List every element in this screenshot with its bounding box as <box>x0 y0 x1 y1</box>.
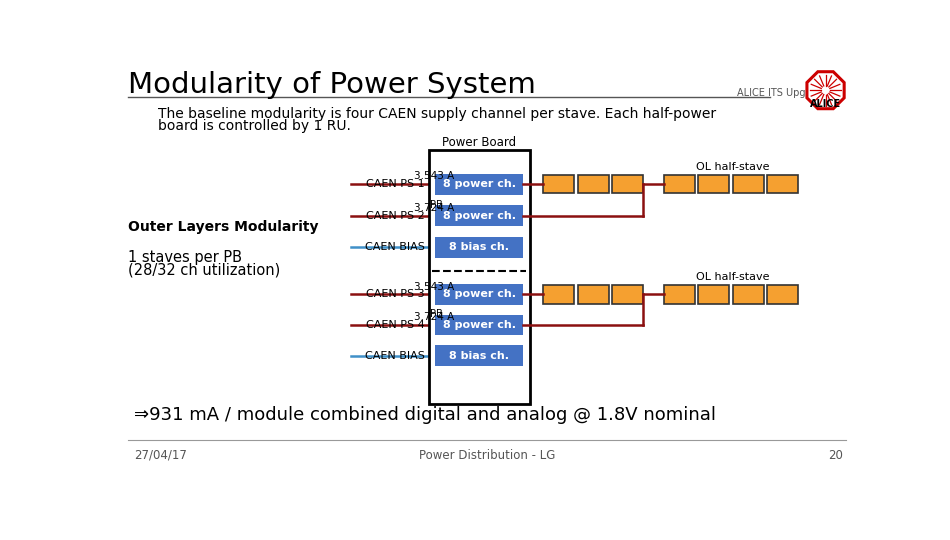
Bar <box>428 150 529 403</box>
Text: 20: 20 <box>828 449 844 462</box>
Bar <box>435 315 523 335</box>
Text: 3.543 A: 3.543 A <box>413 281 454 292</box>
Text: 3.543 A: 3.543 A <box>413 172 454 181</box>
Bar <box>698 285 730 303</box>
Bar <box>612 285 642 303</box>
Text: The baseline modularity is four CAEN supply channel per stave. Each half-power: The baseline modularity is four CAEN sup… <box>158 107 715 121</box>
Bar <box>435 237 523 258</box>
Text: 8 bias ch.: 8 bias ch. <box>449 351 509 361</box>
Bar <box>435 205 523 226</box>
Bar <box>435 346 523 366</box>
Text: Modularity of Power System: Modularity of Power System <box>128 71 536 99</box>
Text: CAEN PS 1: CAEN PS 1 <box>367 179 425 189</box>
Text: PB: PB <box>430 309 443 319</box>
Bar <box>664 175 695 193</box>
Bar <box>767 285 798 303</box>
Bar <box>732 285 764 303</box>
Text: 8 bias ch.: 8 bias ch. <box>449 242 509 252</box>
Text: 8 power ch.: 8 power ch. <box>443 211 516 221</box>
Text: PB: PB <box>430 200 443 210</box>
Text: CAEN PS 2: CAEN PS 2 <box>366 211 425 221</box>
Bar <box>578 285 609 303</box>
Text: 8 power ch.: 8 power ch. <box>443 320 516 330</box>
Text: 8 power ch.: 8 power ch. <box>443 179 516 189</box>
Bar <box>732 175 764 193</box>
Bar <box>767 175 798 193</box>
Text: ALICE: ALICE <box>810 99 841 109</box>
Bar <box>578 175 609 193</box>
Text: OL half-stave: OL half-stave <box>695 162 770 172</box>
Text: Outer Layers Modularity: Outer Layers Modularity <box>128 219 318 233</box>
Bar <box>435 284 523 305</box>
Text: board is controlled by 1 RU.: board is controlled by 1 RU. <box>158 119 351 133</box>
Text: Power Board: Power Board <box>442 136 516 149</box>
Bar <box>435 174 523 194</box>
Bar <box>698 175 730 193</box>
Text: OL half-stave: OL half-stave <box>695 272 770 282</box>
Bar <box>612 175 642 193</box>
Bar <box>664 285 695 303</box>
Text: 3.724 A: 3.724 A <box>413 312 454 322</box>
Text: 3.724 A: 3.724 A <box>413 203 454 213</box>
Text: 1 staves per PB: 1 staves per PB <box>128 250 242 265</box>
Text: ALICE ITS Upgrade: ALICE ITS Upgrade <box>737 87 827 98</box>
Text: Power Distribution - LG: Power Distribution - LG <box>419 449 555 462</box>
Text: (28/32 ch utilization): (28/32 ch utilization) <box>128 262 280 277</box>
Text: CAEN BIAS: CAEN BIAS <box>365 242 425 252</box>
Text: 8 power ch.: 8 power ch. <box>443 289 516 299</box>
Text: 27/04/17: 27/04/17 <box>134 449 187 462</box>
Text: CAEN PS 3: CAEN PS 3 <box>367 289 425 299</box>
Text: ⇒931 mA / module combined digital and analog @ 1.8V nominal: ⇒931 mA / module combined digital and an… <box>134 406 716 424</box>
Bar <box>543 285 575 303</box>
Bar <box>543 175 575 193</box>
Text: CAEN BIAS: CAEN BIAS <box>365 351 425 361</box>
Text: CAEN PS 4: CAEN PS 4 <box>366 320 425 330</box>
